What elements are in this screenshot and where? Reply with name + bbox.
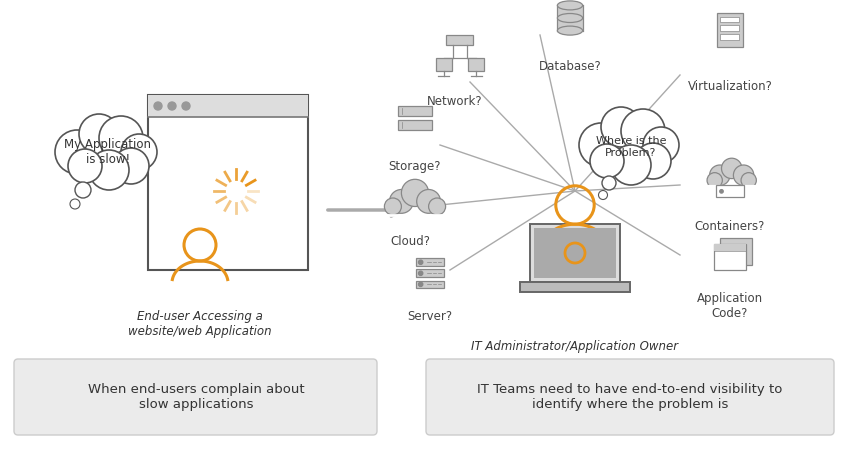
Text: Application
Code?: Application Code? xyxy=(697,292,763,320)
Circle shape xyxy=(121,134,157,170)
FancyBboxPatch shape xyxy=(721,25,740,31)
Circle shape xyxy=(611,145,651,185)
Circle shape xyxy=(598,190,608,199)
FancyBboxPatch shape xyxy=(720,238,752,265)
Circle shape xyxy=(384,198,401,215)
Text: Containers?: Containers? xyxy=(694,220,765,233)
FancyBboxPatch shape xyxy=(426,359,834,435)
Circle shape xyxy=(590,144,624,178)
FancyBboxPatch shape xyxy=(436,58,452,71)
Text: Cloud?: Cloud? xyxy=(390,235,430,248)
Circle shape xyxy=(428,198,445,215)
Text: IT Teams need to have end-to-end visibility to
identify where the problem is: IT Teams need to have end-to-end visibil… xyxy=(478,383,783,411)
Circle shape xyxy=(79,114,119,154)
FancyBboxPatch shape xyxy=(416,270,445,277)
FancyBboxPatch shape xyxy=(398,106,432,116)
FancyBboxPatch shape xyxy=(14,359,377,435)
FancyBboxPatch shape xyxy=(416,258,445,266)
Circle shape xyxy=(621,109,665,153)
FancyBboxPatch shape xyxy=(468,58,484,71)
Text: End-user Accessing a
website/web Application: End-user Accessing a website/web Applica… xyxy=(128,310,272,338)
Circle shape xyxy=(579,123,623,167)
Ellipse shape xyxy=(558,26,582,35)
FancyBboxPatch shape xyxy=(534,228,616,278)
Text: Server?: Server? xyxy=(407,310,452,323)
Circle shape xyxy=(99,116,143,160)
Circle shape xyxy=(168,102,176,110)
Circle shape xyxy=(734,165,754,185)
FancyBboxPatch shape xyxy=(398,120,432,130)
Circle shape xyxy=(401,179,428,207)
FancyBboxPatch shape xyxy=(721,34,740,40)
Circle shape xyxy=(70,199,80,209)
FancyBboxPatch shape xyxy=(721,17,740,22)
Circle shape xyxy=(720,189,723,193)
Text: Database?: Database? xyxy=(539,60,601,73)
Circle shape xyxy=(643,127,679,163)
Circle shape xyxy=(601,107,641,147)
Circle shape xyxy=(68,149,102,183)
FancyBboxPatch shape xyxy=(416,280,445,288)
Circle shape xyxy=(182,102,190,110)
FancyBboxPatch shape xyxy=(530,224,620,282)
FancyBboxPatch shape xyxy=(148,95,308,117)
FancyBboxPatch shape xyxy=(717,185,744,197)
Circle shape xyxy=(113,148,149,184)
Circle shape xyxy=(635,143,671,179)
FancyBboxPatch shape xyxy=(717,13,743,47)
Circle shape xyxy=(602,176,616,190)
Circle shape xyxy=(722,158,742,179)
Circle shape xyxy=(418,271,422,275)
Circle shape xyxy=(416,189,440,213)
Ellipse shape xyxy=(558,1,582,10)
Text: My Application
is slow!: My Application is slow! xyxy=(65,138,151,166)
Circle shape xyxy=(55,130,99,174)
FancyBboxPatch shape xyxy=(558,5,582,31)
Circle shape xyxy=(154,102,162,110)
FancyBboxPatch shape xyxy=(148,95,308,270)
Circle shape xyxy=(707,173,722,188)
Text: IT Administrator/Application Owner: IT Administrator/Application Owner xyxy=(472,340,678,353)
Circle shape xyxy=(710,165,730,185)
Circle shape xyxy=(75,182,91,198)
Text: When end-users complain about
slow applications: When end-users complain about slow appli… xyxy=(88,383,304,411)
FancyBboxPatch shape xyxy=(714,244,746,251)
Circle shape xyxy=(418,282,422,287)
FancyBboxPatch shape xyxy=(714,244,746,270)
FancyBboxPatch shape xyxy=(446,35,473,45)
Circle shape xyxy=(418,260,422,265)
Circle shape xyxy=(741,173,757,188)
Text: Storage?: Storage? xyxy=(388,160,441,173)
Ellipse shape xyxy=(558,14,582,22)
Text: Where is the
Problem?: Where is the Problem? xyxy=(596,136,666,158)
Circle shape xyxy=(89,150,129,190)
Text: Virtualization?: Virtualization? xyxy=(688,80,773,93)
Text: Network?: Network? xyxy=(428,95,483,108)
Circle shape xyxy=(389,189,413,213)
FancyBboxPatch shape xyxy=(520,282,630,292)
